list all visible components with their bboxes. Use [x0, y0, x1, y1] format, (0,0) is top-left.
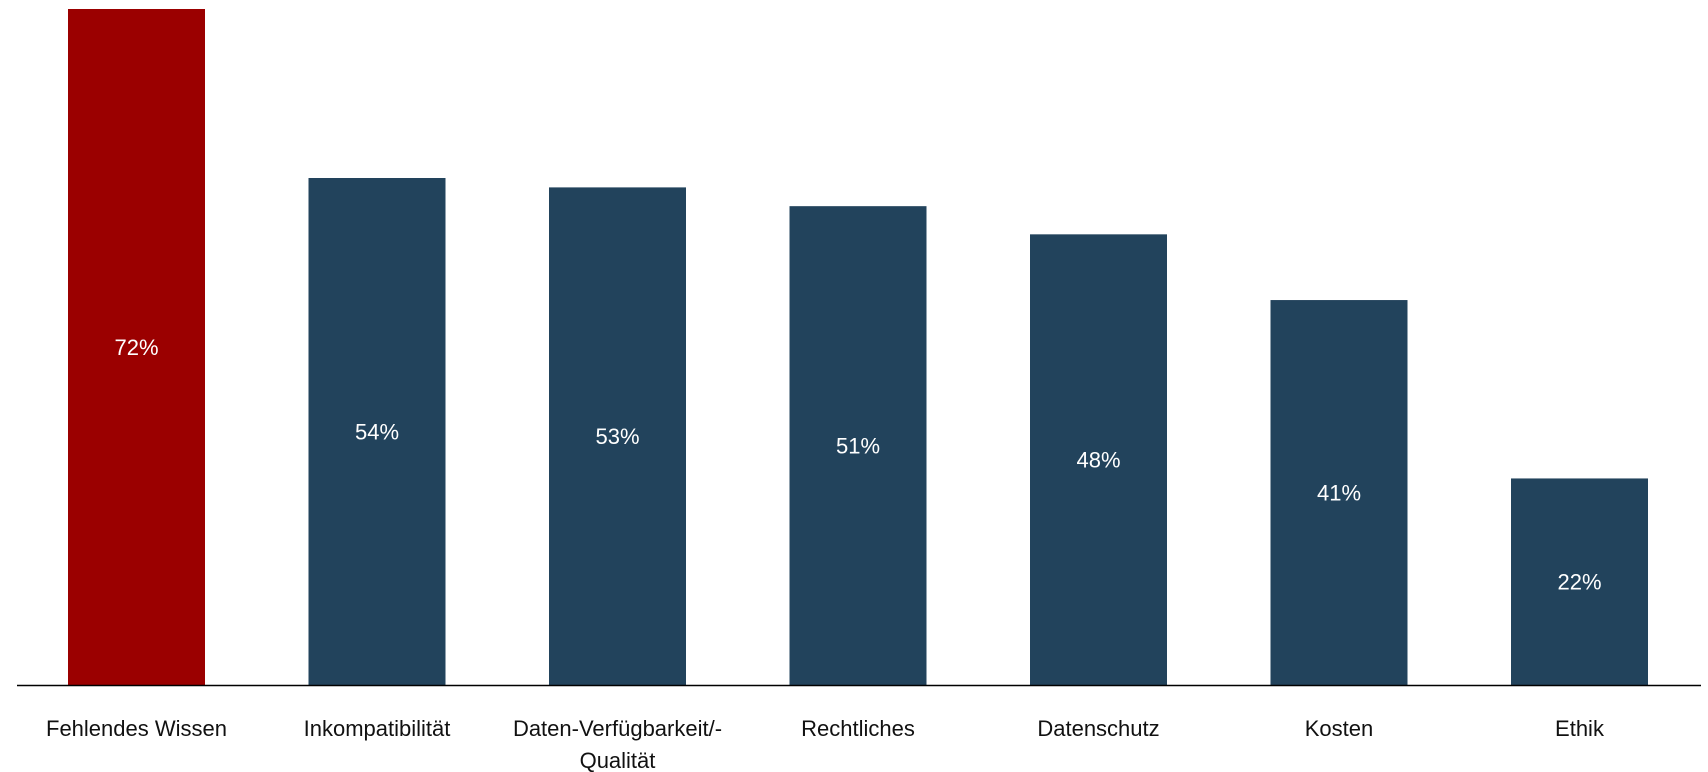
bar-value-label-6: 22%	[1557, 570, 1601, 595]
category-label-1: Inkompatibilität	[304, 716, 451, 741]
bar-value-label-2: 53%	[595, 424, 639, 449]
category-label-2-line-1: Qualität	[580, 748, 656, 772]
bar-value-label-1: 54%	[355, 420, 399, 445]
category-label-5: Kosten	[1305, 716, 1374, 741]
bar-value-label-4: 48%	[1076, 448, 1120, 473]
category-label-4: Datenschutz	[1037, 716, 1159, 741]
bar-value-label-3: 51%	[836, 434, 880, 459]
category-label-6: Ethik	[1555, 716, 1605, 741]
bar-value-label-5: 41%	[1317, 481, 1361, 506]
bar-value-label-0: 72%	[114, 335, 158, 360]
category-label-3: Rechtliches	[801, 716, 915, 741]
category-label-2-line-0: Daten-Verfügbarkeit/-	[513, 716, 722, 741]
category-label-0: Fehlendes Wissen	[46, 716, 227, 741]
